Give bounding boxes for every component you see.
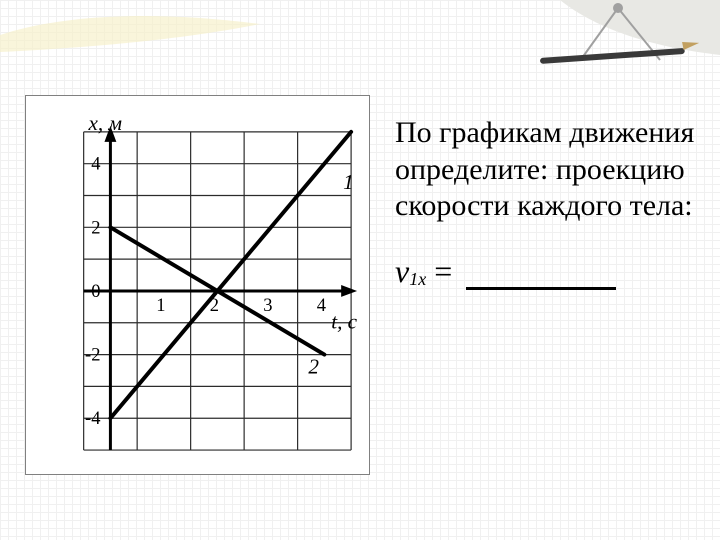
chart-svg: -4-20241234x, мt, с12 [26,96,369,474]
page-root: -4-20241234x, мt, с12 По графикам движен… [0,0,720,540]
svg-text:-2: -2 [85,346,100,366]
formula-variable: v [395,253,409,290]
svg-text:2: 2 [308,355,319,379]
formula-line: v1x = [395,253,705,290]
svg-text:3: 3 [263,296,272,316]
question-text-area: По графикам движения определите: проекци… [395,115,705,495]
question-prompt: По графикам движения определите: проекци… [395,115,705,225]
svg-text:-4: -4 [85,409,100,429]
answer-blank[interactable] [466,272,616,289]
svg-text:2: 2 [91,218,100,238]
svg-text:4: 4 [317,296,326,316]
svg-text:1: 1 [156,296,165,316]
xt-chart: -4-20241234x, мt, с12 [25,95,370,475]
formula-subscript: 1x [409,269,426,290]
svg-text:0: 0 [91,282,100,302]
formula-equals: = [434,253,452,290]
svg-text:4: 4 [91,155,100,175]
svg-text:t, с: t, с [331,310,357,334]
svg-text:1: 1 [343,170,354,194]
top-decoration [0,0,720,90]
svg-text:x, м: x, м [88,111,122,135]
